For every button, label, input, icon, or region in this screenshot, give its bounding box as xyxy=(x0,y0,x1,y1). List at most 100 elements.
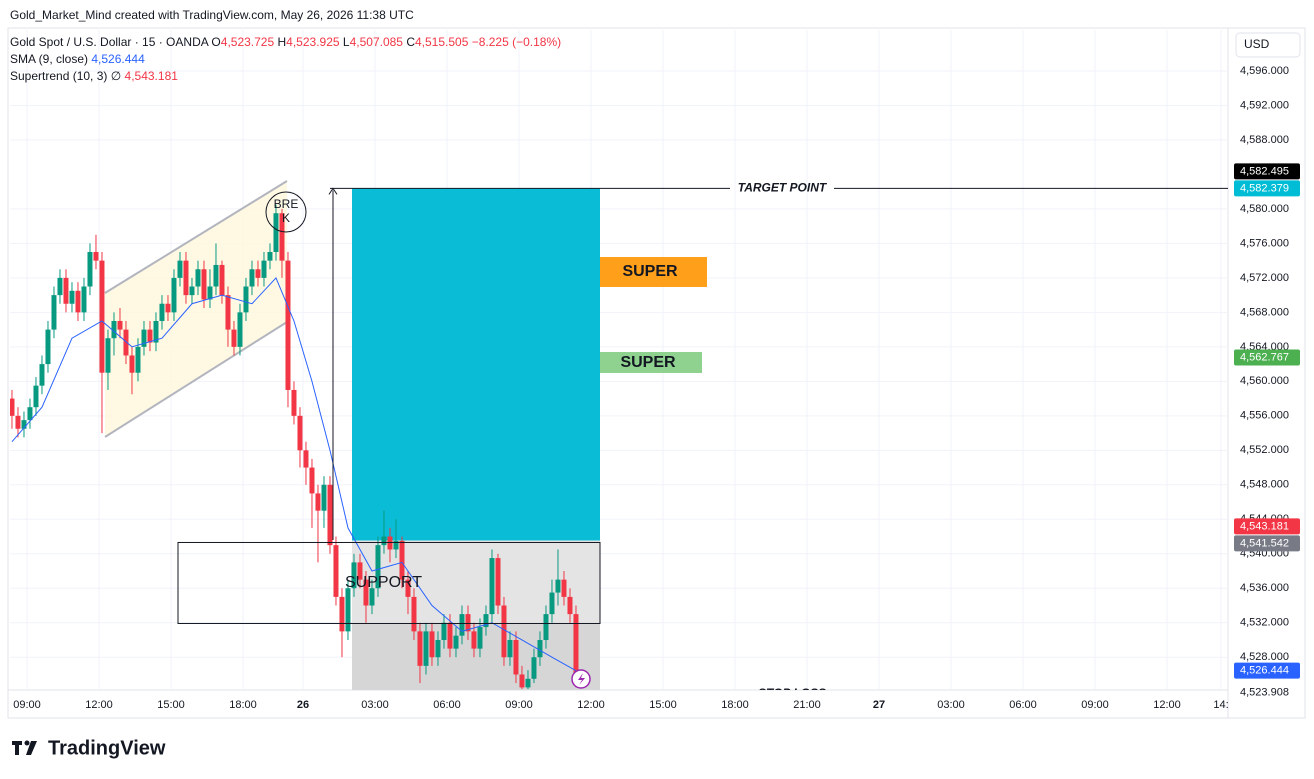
y-tick-label: 4,536.000 xyxy=(1240,582,1289,594)
price-tag xyxy=(1234,684,1300,697)
candle-body xyxy=(177,260,183,278)
candle-body xyxy=(207,286,213,300)
candle-body xyxy=(303,450,309,468)
change: −8.225 (−0.18%) xyxy=(471,35,562,49)
candle-body xyxy=(507,639,513,658)
candle-body xyxy=(159,303,165,321)
candle-body xyxy=(33,385,39,408)
candle-body xyxy=(21,420,27,429)
candle-body xyxy=(267,252,273,261)
candle-body xyxy=(489,558,495,615)
candle-body xyxy=(483,614,489,628)
y-tick-label: 4,580.000 xyxy=(1240,203,1289,215)
x-tick-label: 18:00 xyxy=(721,699,749,711)
candle-body xyxy=(27,407,33,421)
x-tick-label: 12:00 xyxy=(577,699,605,711)
y-tick-label: 4,568.000 xyxy=(1240,306,1289,318)
candle-body xyxy=(495,558,501,606)
super-label: SUPER xyxy=(622,263,678,280)
candle-body xyxy=(333,545,339,597)
candle-body xyxy=(543,614,549,640)
arrow-head xyxy=(328,187,338,195)
candle-body xyxy=(279,213,285,261)
candle-body xyxy=(39,364,45,386)
c-value: 4,515.505 xyxy=(415,35,469,49)
supertrend: Supertrend (10, 3) xyxy=(10,69,108,83)
symbol: Gold Spot / U.S. Dollar · 15 · OANDA xyxy=(10,35,209,49)
support-label: SUPPORT xyxy=(345,574,422,591)
candle-body xyxy=(261,260,267,278)
x-tick-label: 12:00 xyxy=(1153,699,1181,711)
y-tick-label: 4,552.000 xyxy=(1240,444,1289,456)
candle-body xyxy=(57,277,63,296)
candle-body xyxy=(477,627,483,649)
candle-body xyxy=(75,290,81,313)
candle-body xyxy=(447,622,453,649)
candle-body xyxy=(381,536,387,546)
candle-body xyxy=(141,329,147,347)
price-tag xyxy=(1234,163,1300,180)
price-tag xyxy=(1234,535,1300,552)
x-tick-label: 21:00 xyxy=(793,699,821,711)
break-circle xyxy=(265,191,307,233)
candle-body xyxy=(51,295,57,330)
x-tick-label: 06:00 xyxy=(433,699,461,711)
x-axis: 09:00 12:00 15:00 18:00 26 03:00 06:00 09:00 12:… xyxy=(13,699,1228,711)
candle-body xyxy=(309,467,315,494)
candle-body xyxy=(459,614,465,636)
candle-body xyxy=(387,536,393,550)
price-tag-label: 4,582.379 xyxy=(1240,182,1289,194)
candle-body xyxy=(231,329,237,347)
candle-body xyxy=(573,614,579,679)
candle-body xyxy=(417,631,423,666)
price-tag-label: 4,543.181 xyxy=(1240,520,1289,532)
x-tick-label: 09:00 xyxy=(1081,699,1109,711)
candle-body xyxy=(117,320,123,330)
candle-body xyxy=(69,290,75,304)
candle-body xyxy=(249,269,255,287)
brand: TradingView xyxy=(48,737,166,759)
candle-body xyxy=(345,588,351,632)
break-label: BRE xyxy=(274,197,299,211)
candle-body xyxy=(411,596,417,632)
price-tag-label: 4,541.542 xyxy=(1240,537,1289,549)
candle-body xyxy=(555,579,561,593)
legend-main: Gold Spot / U.S. Dollar · 15 · OANDA O4,… xyxy=(10,35,561,49)
channel-line xyxy=(104,180,288,294)
candle-body xyxy=(405,579,411,597)
y-tick-label: 4,592.000 xyxy=(1240,99,1289,111)
price-tag-label: 4,526.444 xyxy=(1240,665,1289,677)
candle-body xyxy=(339,596,345,632)
candle-body xyxy=(99,260,105,373)
h-value: 4,523.925 xyxy=(286,35,340,49)
legend-sma: SMA (9, close) 4,526.444 xyxy=(10,52,145,66)
super-label: SUPER xyxy=(620,354,676,371)
candle-body xyxy=(423,631,429,666)
candle-body xyxy=(93,252,99,261)
st-symbol: ∅ xyxy=(110,69,122,83)
x-tick-label: 12:00 xyxy=(85,699,113,711)
candle-body xyxy=(441,622,447,640)
candle-body xyxy=(165,303,171,313)
candle-body xyxy=(453,635,459,649)
candle-body xyxy=(147,329,153,343)
candle-body xyxy=(195,269,201,287)
x-tick-label: 27 xyxy=(873,699,885,711)
candle-body xyxy=(135,346,141,373)
x-tick-label: 15:00 xyxy=(157,699,185,711)
candle-body xyxy=(183,260,189,296)
currency-button[interactable] xyxy=(1235,32,1301,58)
candle-body xyxy=(10,398,15,416)
price-tag-label: 4,582.495 xyxy=(1240,165,1289,177)
price-tag-label: 4,562.767 xyxy=(1240,351,1289,363)
support-box xyxy=(177,541,601,624)
sma-value: 4,526.444 xyxy=(91,52,145,66)
stop-label: STOP LOSS xyxy=(758,686,826,700)
price-tag xyxy=(1234,349,1300,366)
candle-body xyxy=(531,657,537,679)
candle-body xyxy=(525,678,531,688)
watermark: Gold_Market_Mind created with TradingVie… xyxy=(10,8,414,22)
